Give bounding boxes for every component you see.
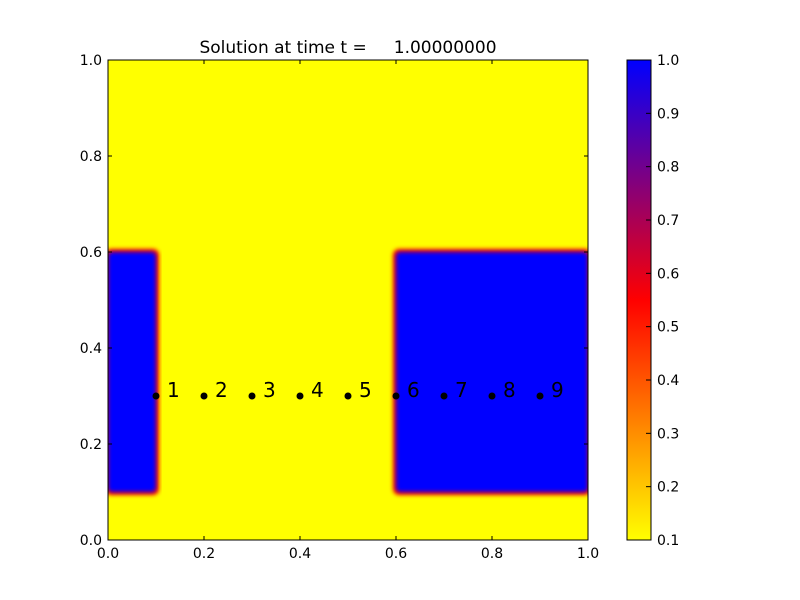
probe-point-5 xyxy=(344,392,352,400)
probe-point-1 xyxy=(152,392,160,400)
probe-point-label: 8 xyxy=(503,378,516,402)
y-tick-label: 0.2 xyxy=(80,437,102,453)
colorbar-tick-label: 0.7 xyxy=(657,213,679,229)
y-tick-label: 0.0 xyxy=(80,533,102,549)
y-tick-label: 0.4 xyxy=(80,341,102,357)
colorbar: 0.1 0.2 0.3 0.4 0.5 0.6 0.7 0.8 0.9 1.0 xyxy=(626,53,679,549)
colorbar-tick-label: 0.1 xyxy=(657,533,679,549)
probe-point-label: 4 xyxy=(311,378,324,402)
x-tick-label: 0.4 xyxy=(289,546,311,562)
y-tick-label: 0.6 xyxy=(80,245,102,261)
probe-point-label: 2 xyxy=(215,378,228,402)
colorbar-tick-label: 0.9 xyxy=(657,106,679,122)
colorbar-tick-label: 1.0 xyxy=(657,53,679,69)
y-tick-label: 1.0 xyxy=(80,53,102,69)
colorbar-tick-label: 0.6 xyxy=(657,266,679,282)
region-core-1 xyxy=(108,252,156,492)
x-tick-label: 0.2 xyxy=(193,546,215,562)
x-tick-label: 0.6 xyxy=(385,546,407,562)
probe-point-label: 6 xyxy=(407,378,420,402)
probe-point-label: 7 xyxy=(455,378,468,402)
y-tick-label: 0.8 xyxy=(80,149,102,165)
probe-point-9 xyxy=(536,392,544,400)
probe-point-label: 5 xyxy=(359,378,372,402)
colorbar-tick-label: 0.8 xyxy=(657,160,679,176)
colorbar-tick-label: 0.2 xyxy=(657,480,679,496)
colorbar-tick-label: 0.4 xyxy=(657,373,679,389)
region-core-2 xyxy=(396,252,588,492)
probe-point-8 xyxy=(488,392,496,400)
x-tick-label: 1.0 xyxy=(577,546,599,562)
probe-point-label: 1 xyxy=(167,378,180,402)
probe-point-label: 3 xyxy=(263,378,276,402)
colorbar-tick-label: 0.5 xyxy=(657,320,679,336)
probe-point-2 xyxy=(200,392,208,400)
colorbar-gradient xyxy=(626,59,652,541)
probe-point-7 xyxy=(440,392,448,400)
x-axis: 0.0 0.2 0.4 0.6 0.8 1.0 xyxy=(97,60,599,562)
y-axis: 0.0 0.2 0.4 0.6 0.8 1.0 xyxy=(80,53,588,549)
colorbar-tick-label: 0.3 xyxy=(657,426,679,442)
probe-point-3 xyxy=(248,392,256,400)
plot-area: 0.0 0.2 0.4 0.6 0.8 1.0 0.0 0.2 0.4 0.6 0.8 1.0 1 2… xyxy=(80,53,599,562)
probe-points: 1 2 3 4 5 6 7 8 9 xyxy=(152,378,564,402)
plot-frame xyxy=(107,59,589,541)
x-tick-label: 0.8 xyxy=(481,546,503,562)
probe-point-label: 9 xyxy=(551,378,564,402)
probe-point-4 xyxy=(296,392,304,400)
probe-point-6 xyxy=(392,392,400,400)
chart-title: Solution at time t = 1.00000000 xyxy=(199,38,496,58)
x-tick-label: 0.0 xyxy=(97,546,119,562)
